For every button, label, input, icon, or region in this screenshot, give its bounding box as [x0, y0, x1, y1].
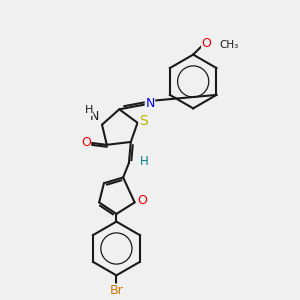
Text: O: O	[202, 37, 212, 50]
Text: S: S	[139, 114, 148, 128]
Text: O: O	[81, 136, 91, 149]
Text: H: H	[84, 105, 93, 115]
Text: N: N	[90, 110, 99, 124]
Text: Br: Br	[110, 284, 123, 297]
Text: N: N	[145, 97, 155, 110]
Text: CH₃: CH₃	[219, 40, 239, 50]
Text: O: O	[137, 194, 147, 207]
Text: H: H	[140, 154, 148, 168]
